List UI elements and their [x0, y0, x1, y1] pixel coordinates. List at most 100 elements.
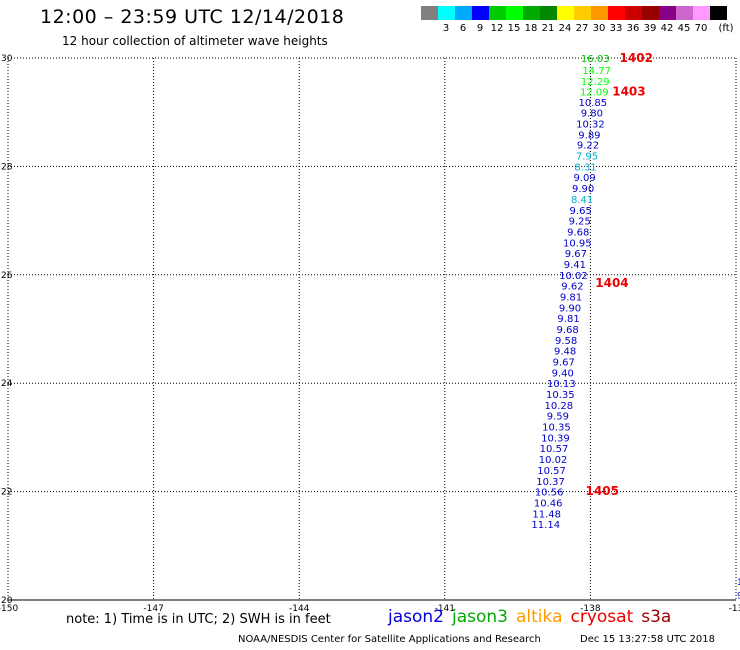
pass-number-annotation: 1404	[595, 276, 628, 290]
color-swatch-label: 21	[541, 23, 555, 34]
swh-data-label: 9.62	[561, 282, 583, 293]
pass-number-annotation: 1405	[586, 484, 619, 498]
swh-data-label: 8.41	[571, 195, 593, 206]
swh-data-label: 9.40	[552, 368, 574, 379]
swh-data-label: 10.02	[559, 271, 588, 282]
color-swatch	[438, 6, 455, 20]
swh-data-label: 10.56	[535, 488, 564, 499]
color-swatch-label: 42	[660, 23, 674, 34]
color-swatch-label: 24	[558, 23, 572, 34]
swh-data-label: 9.81	[557, 314, 579, 325]
y-tick-label: 26	[1, 271, 13, 281]
color-swatch	[676, 6, 693, 20]
swh-data-label: 10.35	[546, 390, 575, 401]
legend-entry-jason3: jason3	[452, 607, 508, 627]
swh-data-label: 9.68	[556, 325, 578, 336]
swh-data-label: 10.39	[541, 433, 570, 444]
color-swatch-label: 15	[507, 23, 521, 34]
color-swatch-label: 30	[592, 23, 606, 34]
pass-number-annotation: 1403	[612, 85, 645, 99]
swh-data-label: 9.67	[565, 249, 587, 260]
edge-data-label: 9	[737, 592, 740, 602]
swh-data-label: 10.13	[547, 379, 576, 390]
footnote: note: 1) Time is in UTC; 2) SWH is in fe…	[66, 612, 331, 627]
color-swatch	[489, 6, 506, 20]
satellite-legend: jason2 jason3 altika cryosat s3a	[388, 607, 679, 627]
color-swatch-label: 12	[490, 23, 504, 34]
color-swatch-label: 45	[677, 23, 691, 34]
x-tick-label: -150	[0, 604, 18, 614]
generated-timestamp: Dec 15 13:27:58 UTC 2018	[580, 634, 715, 645]
color-swatch	[540, 6, 557, 20]
swh-data-label: 9.81	[560, 292, 582, 303]
color-swatch	[574, 6, 591, 20]
legend-entry-jason2: jason2	[388, 607, 444, 627]
swh-data-label: 9.22	[577, 141, 599, 152]
color-swatch	[523, 6, 540, 20]
color-swatch-label: 3	[442, 23, 450, 34]
swh-data-label: 9.68	[567, 227, 589, 238]
swh-data-label: 8.31	[574, 162, 596, 173]
swh-data-label: 9.41	[564, 260, 586, 271]
color-swatch	[659, 6, 676, 20]
swh-data-label: 9.65	[570, 206, 592, 217]
swh-data-label: 9.80	[581, 109, 603, 120]
swh-data-label: 9.89	[578, 130, 600, 141]
swh-data-label: 16.03	[581, 54, 610, 65]
color-swatch-label: 9	[476, 23, 484, 34]
swh-data-label: 9.90	[559, 303, 581, 314]
credit-line: NOAA/NESDIS Center for Satellite Applica…	[238, 634, 541, 645]
swh-data-label: 9.09	[573, 173, 595, 184]
swh-data-label: 7.95	[576, 152, 598, 163]
swh-data-label: 10.02	[539, 455, 568, 466]
swh-data-label: 9.90	[572, 184, 594, 195]
swh-data-label: 9.58	[555, 336, 577, 347]
swh-data-label: 10.28	[545, 401, 574, 412]
color-swatch-label: 18	[524, 23, 538, 34]
color-swatch-label: 6	[459, 23, 467, 34]
swh-data-label: 10.85	[579, 98, 608, 109]
color-swatch	[591, 6, 608, 20]
x-tick-label: -13	[729, 604, 740, 614]
color-swatch	[642, 6, 659, 20]
swh-data-label: 12.09	[580, 88, 609, 99]
swh-data-label: 10.46	[534, 498, 563, 509]
color-swatch	[557, 6, 574, 20]
color-swatch	[608, 6, 625, 20]
swh-data-label: 12.29	[581, 77, 610, 88]
swh-data-label: 9.48	[554, 347, 576, 358]
swh-data-label: 11.14	[531, 520, 560, 531]
legend-entry-altika: altika	[516, 607, 563, 627]
color-swatch-label: 36	[626, 23, 640, 34]
swh-data-label: 9.25	[569, 217, 591, 228]
color-swatch	[421, 6, 438, 20]
swh-data-label: 10.37	[536, 477, 565, 488]
color-unit-label: (ft)	[718, 23, 734, 34]
legend-entry-cryosat: cryosat	[570, 607, 634, 627]
color-swatch	[455, 6, 472, 20]
x-tick-label: -144	[289, 604, 310, 614]
y-tick-label: 30	[1, 54, 13, 64]
swh-data-label: 11.48	[532, 509, 561, 520]
color-swatch	[693, 6, 710, 20]
swh-data-label: 10.35	[542, 423, 571, 434]
color-swatch	[506, 6, 523, 20]
swh-data-label: 10.57	[540, 444, 569, 455]
color-swatch-label: 33	[609, 23, 623, 34]
swh-data-label: 9.59	[547, 412, 569, 423]
swh-data-label: 10.95	[563, 238, 592, 249]
chart-subtitle: 12 hour collection of altimeter wave hei…	[62, 34, 328, 48]
y-tick-label: 20	[1, 596, 13, 606]
color-swatch	[710, 6, 727, 20]
x-tick-label: -138	[580, 604, 601, 614]
y-tick-label: 22	[1, 488, 12, 498]
swh-data-label: 10.57	[537, 466, 566, 477]
y-tick-label: 28	[1, 162, 13, 172]
color-swatch	[625, 6, 642, 20]
pass-number-annotation: 1402	[620, 51, 653, 65]
color-swatch-label: 27	[575, 23, 589, 34]
x-tick-label: -147	[143, 604, 163, 614]
legend-entry-s3a: s3a	[641, 607, 672, 627]
edge-data-label: 1	[737, 578, 740, 588]
